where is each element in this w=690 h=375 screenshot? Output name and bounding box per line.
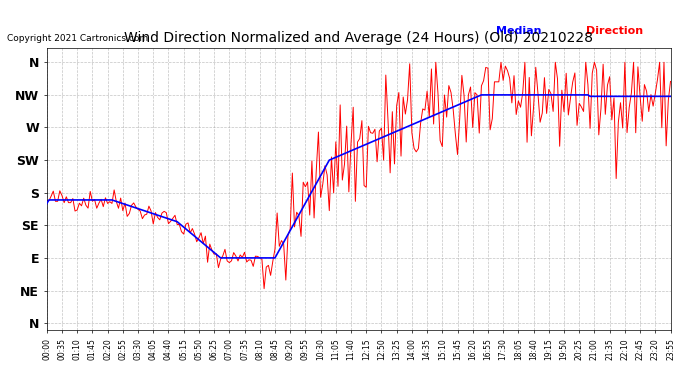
Title: Wind Direction Normalized and Average (24 Hours) (Old) 20210228: Wind Direction Normalized and Average (2… (124, 31, 593, 45)
Text: Median: Median (496, 27, 542, 36)
Text: Copyright 2021 Cartronics.com: Copyright 2021 Cartronics.com (7, 34, 148, 43)
Text: Direction: Direction (586, 27, 643, 36)
